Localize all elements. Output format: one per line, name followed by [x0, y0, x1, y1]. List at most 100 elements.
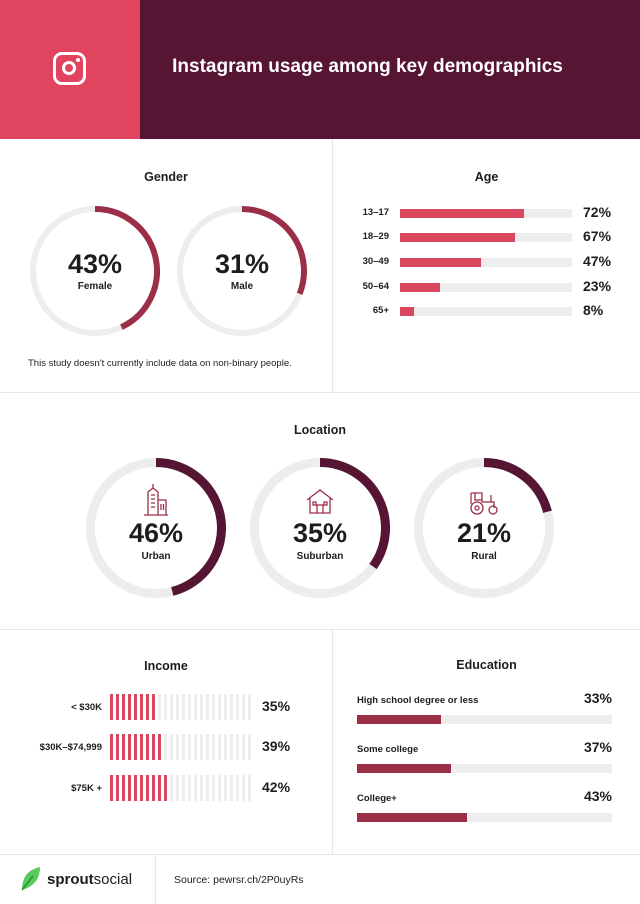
- education-row: Some college 37%: [357, 739, 612, 779]
- gender-ring-male: 31% Male: [177, 206, 307, 336]
- income-stripe-filled: [116, 775, 119, 801]
- age-bar: [400, 258, 481, 267]
- education-bar: [357, 764, 452, 773]
- income-label: < $30K: [71, 702, 102, 713]
- divider: [155, 855, 156, 904]
- age-bar-track: [400, 307, 572, 316]
- brand-rest: social: [93, 871, 133, 888]
- gender-note: This study doesn't currently include dat…: [28, 358, 292, 369]
- income-stripe-filled: [116, 734, 119, 760]
- income-stripe-empty: [188, 734, 191, 760]
- location-ring-suburban: 35% Suburban: [250, 458, 390, 598]
- income-stripe-filled: [134, 734, 137, 760]
- ring-chart: [177, 206, 307, 336]
- age-value: 72%: [583, 204, 612, 220]
- age-row: 50–64 23%: [340, 278, 620, 294]
- education-title: Education: [456, 658, 517, 672]
- education-bar-track: [357, 813, 612, 822]
- source-link[interactable]: Source: pewrsr.ch/2P0uyRs: [174, 874, 304, 886]
- income-stripe-empty: [194, 734, 197, 760]
- gender-label: Male: [230, 281, 254, 292]
- education-bar-track: [357, 764, 612, 773]
- age-bar: [400, 209, 524, 218]
- location-ring-urban: 46% Urban: [86, 458, 226, 598]
- income-stripe-empty: [224, 694, 227, 720]
- house-icon: [250, 488, 390, 519]
- gender-ring-female: 43% Female: [30, 206, 160, 336]
- income-stripe-empty: [170, 734, 173, 760]
- divider: [0, 629, 640, 630]
- income-stripe-filled: [146, 694, 149, 720]
- income-stripe-empty: [248, 775, 251, 801]
- gender-percent: 43%: [67, 249, 123, 279]
- location-percent: 35%: [292, 518, 348, 548]
- income-stripe-filled: [146, 734, 149, 760]
- income-stripe-empty: [200, 694, 203, 720]
- location-label: Rural: [471, 551, 497, 562]
- gender-percent: 31%: [214, 249, 270, 279]
- income-stripe-empty: [248, 694, 251, 720]
- ring-arc: [483, 458, 552, 513]
- income-stripe-filled: [110, 775, 113, 801]
- age-label: 13–17: [362, 207, 389, 218]
- income-stripe-filled: [140, 775, 143, 801]
- income-label: $30K–$74,999: [39, 742, 102, 753]
- income-stripe-empty: [182, 734, 185, 760]
- income-stripe-empty: [188, 694, 191, 720]
- income-stripe-filled: [110, 694, 113, 720]
- age-row: 18–29 67%: [340, 228, 620, 244]
- location-label: Suburban: [296, 551, 344, 562]
- ring-chart: [414, 458, 554, 598]
- ring-chart: [30, 206, 160, 336]
- income-stripe-empty: [236, 734, 239, 760]
- age-label: 65+: [372, 305, 389, 316]
- income-stripe-empty: [242, 694, 245, 720]
- page-title: Instagram usage among key demographics: [172, 56, 563, 77]
- sproutsocial-logo-text[interactable]: sproutsocial: [47, 871, 132, 888]
- education-label: Some college: [357, 744, 419, 755]
- income-stripe-empty: [182, 694, 185, 720]
- income-stripe-filled: [158, 734, 161, 760]
- income-stripe-empty: [176, 775, 179, 801]
- income-stripe-empty: [164, 734, 167, 760]
- age-value: 23%: [583, 278, 612, 294]
- age-row: 65+ 8%: [340, 302, 620, 318]
- divider: [332, 629, 333, 854]
- income-stripe-bar: [110, 734, 251, 760]
- income-stripe-filled: [140, 694, 143, 720]
- income-stripe-filled: [152, 775, 155, 801]
- income-stripe-empty: [218, 775, 221, 801]
- income-stripe-empty: [230, 734, 233, 760]
- income-stripe-filled: [134, 775, 137, 801]
- income-stripe-empty: [218, 694, 221, 720]
- location-percent: 21%: [456, 518, 512, 548]
- age-row: 30–49 47%: [340, 253, 620, 269]
- education-value: 33%: [583, 690, 612, 706]
- age-value: 8%: [583, 302, 604, 318]
- income-value: 39%: [262, 738, 291, 754]
- income-stripe-empty: [224, 775, 227, 801]
- education-label: High school degree or less: [357, 695, 479, 706]
- income-stripe-empty: [176, 694, 179, 720]
- age-value: 47%: [583, 253, 612, 269]
- income-stripe-empty: [236, 775, 239, 801]
- education-value: 43%: [583, 788, 612, 804]
- income-stripe-filled: [122, 694, 125, 720]
- income-stripe-empty: [212, 734, 215, 760]
- ring-arc: [94, 206, 160, 330]
- age-label: 18–29: [362, 231, 389, 242]
- income-stripe-empty: [170, 775, 173, 801]
- age-bar: [400, 307, 414, 316]
- age-row: 13–17 72%: [340, 204, 620, 220]
- income-stripe-empty: [194, 775, 197, 801]
- age-bar: [400, 283, 440, 292]
- age-title: Age: [474, 170, 499, 184]
- income-stripe-empty: [242, 734, 245, 760]
- income-stripe-filled: [152, 694, 155, 720]
- sprout-leaf-icon: [19, 866, 43, 897]
- income-stripe-filled: [158, 775, 161, 801]
- income-stripe-empty: [218, 734, 221, 760]
- tractor-icon: [414, 490, 554, 521]
- income-stripe-empty: [230, 775, 233, 801]
- income-stripe-empty: [200, 775, 203, 801]
